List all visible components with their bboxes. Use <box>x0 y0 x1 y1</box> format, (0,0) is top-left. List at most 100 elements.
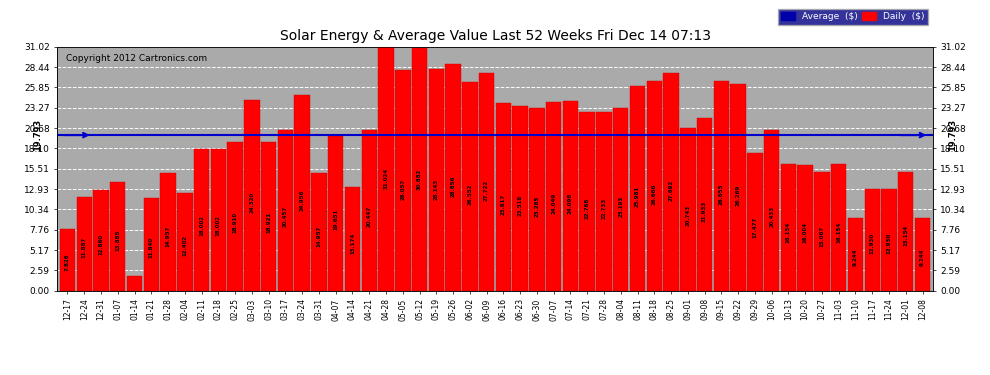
Text: 23.817: 23.817 <box>501 194 506 215</box>
Text: 9.244: 9.244 <box>853 249 858 266</box>
Bar <box>697 118 712 291</box>
Bar <box>814 172 830 291</box>
Text: 7.826: 7.826 <box>65 254 70 271</box>
Text: 18.910: 18.910 <box>233 212 238 233</box>
Bar <box>361 130 377 291</box>
Text: 23.193: 23.193 <box>618 196 624 217</box>
Bar <box>646 81 662 291</box>
Text: 19.793: 19.793 <box>948 119 957 151</box>
Bar <box>462 82 477 291</box>
Bar <box>864 189 880 291</box>
Text: 26.552: 26.552 <box>467 184 472 205</box>
Bar <box>881 189 897 291</box>
Bar <box>496 104 511 291</box>
Text: 19.651: 19.651 <box>334 209 339 230</box>
Text: 27.692: 27.692 <box>668 180 673 201</box>
Bar <box>764 130 779 291</box>
Bar <box>93 190 109 291</box>
Bar <box>680 128 696 291</box>
Bar <box>395 70 411 291</box>
Text: 21.933: 21.933 <box>702 201 707 222</box>
Text: 12.930: 12.930 <box>886 233 891 255</box>
Bar <box>831 164 846 291</box>
Text: 14.957: 14.957 <box>317 226 322 247</box>
Text: 23.285: 23.285 <box>535 196 540 217</box>
Text: 31.024: 31.024 <box>383 168 388 189</box>
Text: 13.885: 13.885 <box>115 230 120 251</box>
Bar <box>898 171 914 291</box>
Bar <box>160 173 176 291</box>
Text: 28.143: 28.143 <box>434 178 439 200</box>
Bar <box>328 136 344 291</box>
Bar <box>579 112 595 291</box>
Bar <box>798 165 813 291</box>
Bar <box>412 48 428 291</box>
Bar <box>915 218 931 291</box>
Bar <box>211 149 226 291</box>
Bar <box>613 108 629 291</box>
Bar <box>446 64 460 291</box>
Bar <box>781 164 796 291</box>
Bar <box>630 87 645 291</box>
Text: 15.154: 15.154 <box>903 225 908 246</box>
Text: 18.921: 18.921 <box>266 211 271 233</box>
Bar <box>261 142 276 291</box>
Text: 14.957: 14.957 <box>165 226 170 247</box>
Text: 26.666: 26.666 <box>651 183 656 205</box>
Legend: Average  ($), Daily  ($): Average ($), Daily ($) <box>777 9 928 25</box>
Text: 24.956: 24.956 <box>300 190 305 211</box>
Text: 11.887: 11.887 <box>82 237 87 258</box>
Text: 22.733: 22.733 <box>602 198 607 219</box>
Bar <box>479 73 494 291</box>
Bar <box>747 153 762 291</box>
Text: 17.477: 17.477 <box>752 217 757 238</box>
Bar <box>731 84 745 291</box>
Text: 28.057: 28.057 <box>400 178 405 200</box>
Bar <box>311 173 327 291</box>
Text: 19.793: 19.793 <box>33 119 42 151</box>
Text: 20.457: 20.457 <box>283 206 288 227</box>
Text: 28.856: 28.856 <box>450 176 455 197</box>
Text: 18.002: 18.002 <box>199 215 204 236</box>
Text: 22.768: 22.768 <box>585 198 590 219</box>
Text: 26.655: 26.655 <box>719 184 724 205</box>
Bar <box>127 276 143 291</box>
Bar <box>513 106 528 291</box>
Text: 20.743: 20.743 <box>685 205 690 226</box>
Bar <box>278 130 293 291</box>
Text: 24.049: 24.049 <box>551 193 556 214</box>
Text: 23.518: 23.518 <box>518 195 523 216</box>
Bar <box>429 69 445 291</box>
Bar <box>596 112 612 291</box>
Bar <box>76 197 92 291</box>
Bar <box>530 108 544 291</box>
Text: 20.433: 20.433 <box>769 206 774 227</box>
Bar <box>545 102 561 291</box>
Text: 26.269: 26.269 <box>736 185 741 206</box>
Text: 16.154: 16.154 <box>786 222 791 243</box>
Bar <box>562 101 578 291</box>
Text: 18.002: 18.002 <box>216 215 221 236</box>
Text: 27.722: 27.722 <box>484 180 489 201</box>
Bar <box>663 73 679 291</box>
Bar <box>714 81 729 291</box>
Text: 12.930: 12.930 <box>870 233 875 255</box>
Bar <box>110 182 126 291</box>
Text: 30.882: 30.882 <box>417 168 422 190</box>
Text: 16.004: 16.004 <box>803 222 808 243</box>
Bar <box>847 218 863 291</box>
Text: 24.098: 24.098 <box>568 193 573 214</box>
Bar <box>177 193 192 291</box>
Bar <box>144 198 159 291</box>
Bar <box>59 229 75 291</box>
Bar <box>378 47 394 291</box>
Text: 12.860: 12.860 <box>99 234 104 255</box>
Bar <box>194 149 209 291</box>
Text: 24.320: 24.320 <box>249 192 254 213</box>
Title: Solar Energy & Average Value Last 52 Weeks Fri Dec 14 07:13: Solar Energy & Average Value Last 52 Wee… <box>279 29 711 43</box>
Text: 9.244: 9.244 <box>920 249 925 266</box>
Bar <box>294 94 310 291</box>
Text: 15.087: 15.087 <box>820 225 825 247</box>
Bar <box>345 187 360 291</box>
Bar <box>228 142 243 291</box>
